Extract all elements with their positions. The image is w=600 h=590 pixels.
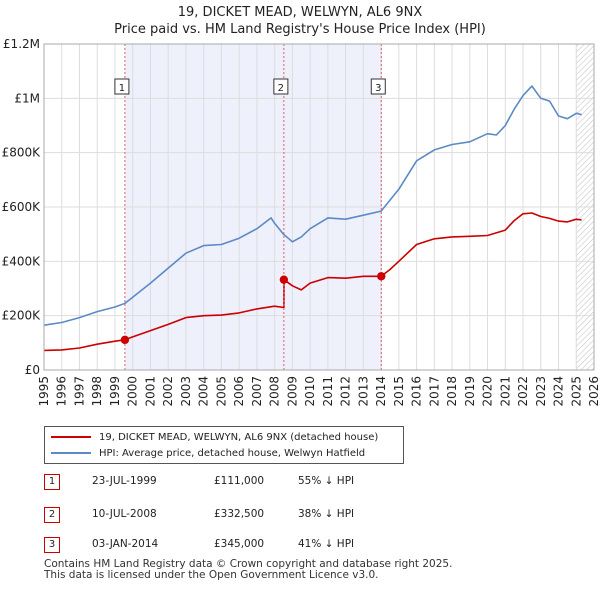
- attribution-footer: Contains HM Land Registry data © Crown c…: [44, 559, 452, 581]
- footer-line-2: This data is licensed under the Open Gov…: [44, 569, 379, 581]
- y-tick-label: £200K: [2, 309, 42, 323]
- sale-label-box: [114, 78, 130, 95]
- transaction-date: 10-JUL-2008: [92, 508, 157, 520]
- sale-label: 2: [278, 83, 284, 94]
- y-tick-label: £600K: [2, 200, 42, 214]
- x-tick-label: 2006: [232, 376, 246, 407]
- x-tick-label: 2022: [516, 376, 530, 407]
- x-tick-label: 1996: [55, 376, 69, 407]
- transaction-price: £111,000: [214, 475, 265, 487]
- y-tick-label: £800K: [2, 146, 42, 160]
- x-tick-label: 2008: [268, 376, 282, 407]
- sale-label-box: [273, 78, 289, 95]
- x-tick-label: 2001: [143, 376, 157, 407]
- x-tick-label: 2020: [481, 376, 495, 407]
- x-tick-label: 2015: [392, 376, 406, 407]
- x-tick-label: 2014: [374, 376, 388, 407]
- legend-swatch-hpi: [51, 452, 91, 454]
- sale-label: 3: [375, 83, 381, 94]
- series-line-hpi: [43, 85, 582, 326]
- transaction-row: 2 10-JUL-2008 £332,500 38% ↓ HPI: [44, 507, 464, 523]
- chart-legend: 19, DICKET MEAD, WELWYN, AL6 9NX (detach…: [44, 426, 404, 464]
- sale-label-box: [370, 78, 386, 95]
- x-tick-label: 2013: [356, 376, 370, 407]
- x-tick-label: 1995: [37, 376, 51, 407]
- transaction-date: 03-JAN-2014: [92, 538, 159, 550]
- plot-border: [43, 43, 595, 371]
- y-tick-label: £400K: [2, 254, 42, 268]
- x-tick-label: 2003: [179, 376, 193, 407]
- legend-item-property: 19, DICKET MEAD, WELWYN, AL6 9NX (detach…: [51, 429, 378, 445]
- legend-item-hpi: HPI: Average price, detached house, Welw…: [51, 445, 365, 461]
- transaction-hpi-delta: 55% ↓ HPI: [298, 475, 355, 487]
- x-tick-label: 2009: [285, 376, 299, 407]
- x-tick-label: 2004: [197, 376, 211, 407]
- x-tick-label: 2018: [445, 376, 459, 407]
- x-tick-label: 1997: [72, 376, 86, 407]
- y-tick-label: £1.2M: [3, 37, 40, 51]
- title-line-2: Price paid vs. HM Land Registry's House …: [114, 22, 486, 37]
- transaction-price: £332,500: [214, 508, 265, 520]
- transaction-row: 1 23-JUL-1999 £111,000 55% ↓ HPI: [44, 474, 464, 490]
- x-tick-label: 1999: [108, 376, 122, 407]
- x-tick-label: 2007: [250, 376, 264, 407]
- legend-label-hpi: HPI: Average price, detached house, Welw…: [99, 447, 366, 459]
- sale-label: 1: [119, 83, 125, 94]
- transaction-price: £345,000: [214, 538, 265, 550]
- transaction-marker: 1: [44, 474, 60, 490]
- x-tick-label: 2012: [339, 376, 353, 407]
- x-tick-label: 2000: [126, 376, 140, 407]
- x-tick-label: 2024: [552, 376, 566, 407]
- x-tick-label: 2005: [214, 376, 228, 407]
- transaction-date: 23-JUL-1999: [92, 475, 157, 487]
- x-tick-label: 2016: [410, 376, 424, 407]
- chart-title: 19, DICKET MEAD, WELWYN, AL6 9NX Price p…: [0, 4, 600, 38]
- legend-swatch-property: [51, 436, 91, 438]
- x-tick-label: 2023: [534, 376, 548, 407]
- transaction-hpi-delta: 38% ↓ HPI: [298, 508, 355, 520]
- x-tick-label: 2026: [587, 376, 600, 407]
- x-tick-label: 2021: [498, 376, 512, 407]
- transaction-marker: 2: [44, 507, 60, 523]
- title-line-1: 19, DICKET MEAD, WELWYN, AL6 9NX: [177, 5, 423, 20]
- sale-point: [120, 335, 130, 345]
- transaction-row: 3 03-JAN-2014 £345,000 41% ↓ HPI: [44, 537, 464, 553]
- y-tick-label: £0: [25, 363, 40, 377]
- x-tick-label: 2025: [569, 376, 583, 407]
- x-tick-label: 2017: [427, 376, 441, 407]
- x-tick-label: 2010: [303, 376, 317, 407]
- x-tick-label: 2002: [161, 376, 175, 407]
- series-line-price_paid: [43, 212, 582, 352]
- y-tick-label: £1M: [14, 91, 40, 105]
- transaction-hpi-delta: 41% ↓ HPI: [298, 538, 355, 550]
- footer-line-1: Contains HM Land Registry data © Crown c…: [44, 558, 453, 570]
- x-tick-label: 1998: [90, 376, 104, 407]
- x-tick-label: 2011: [321, 376, 335, 407]
- sale-point: [279, 275, 289, 284]
- x-tick-label: 2019: [463, 376, 477, 407]
- legend-label-property: 19, DICKET MEAD, WELWYN, AL6 9NX (detach…: [99, 431, 379, 443]
- sale-point: [377, 272, 386, 281]
- transaction-marker: 3: [44, 537, 60, 553]
